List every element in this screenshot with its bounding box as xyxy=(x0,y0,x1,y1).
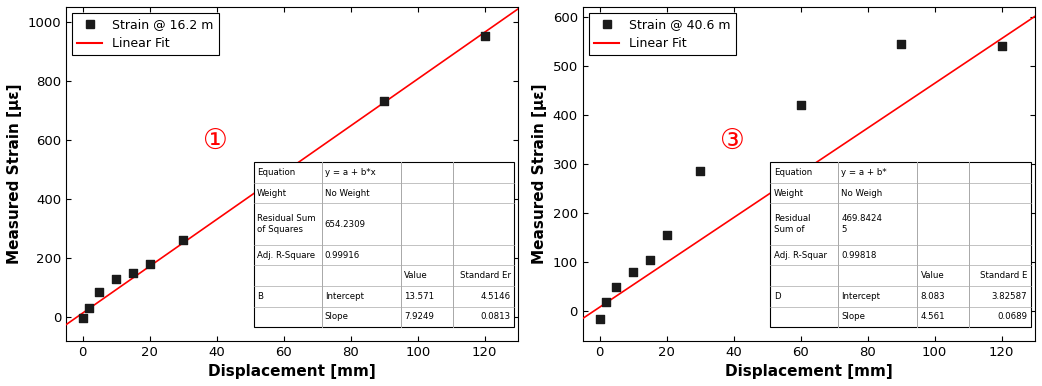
Point xyxy=(598,299,615,305)
Point xyxy=(893,41,910,47)
Text: Slope: Slope xyxy=(842,313,866,322)
Text: 654.2309: 654.2309 xyxy=(325,220,366,229)
Point xyxy=(175,237,192,243)
Text: 4.5146: 4.5146 xyxy=(480,292,511,301)
Point xyxy=(476,33,493,39)
Text: Residual Sum
of Squares: Residual Sum of Squares xyxy=(256,214,316,234)
Point xyxy=(642,257,659,263)
Text: 4.561: 4.561 xyxy=(921,313,945,322)
Legend: Strain @ 16.2 m, Linear Fit: Strain @ 16.2 m, Linear Fit xyxy=(72,13,219,56)
Text: 0.0813: 0.0813 xyxy=(480,313,511,322)
Text: ③: ③ xyxy=(720,127,744,154)
Text: y = a + b*x: y = a + b*x xyxy=(325,168,375,177)
Text: Intercept: Intercept xyxy=(325,292,364,301)
Point xyxy=(91,289,107,295)
Text: Value: Value xyxy=(404,271,427,280)
Legend: Strain @ 40.6 m, Linear Fit: Strain @ 40.6 m, Linear Fit xyxy=(589,13,736,56)
Text: 13.571: 13.571 xyxy=(404,292,433,301)
Text: 0.99818: 0.99818 xyxy=(842,251,877,259)
Point xyxy=(792,102,809,108)
Point xyxy=(275,174,292,180)
Text: Adj. R-Squar: Adj. R-Squar xyxy=(773,251,826,259)
Point xyxy=(125,270,142,276)
Point xyxy=(142,261,158,267)
Text: y = a + b*: y = a + b* xyxy=(842,168,887,177)
Text: Weight: Weight xyxy=(256,189,287,198)
Text: 0.99916: 0.99916 xyxy=(325,251,359,259)
Text: Equation: Equation xyxy=(256,168,295,177)
X-axis label: Displacement [mm]: Displacement [mm] xyxy=(208,364,376,379)
Text: Equation: Equation xyxy=(773,168,812,177)
Point xyxy=(607,284,624,290)
Point xyxy=(81,305,98,311)
Point xyxy=(659,232,675,238)
Text: No Weigh: No Weigh xyxy=(842,189,883,198)
Text: Slope: Slope xyxy=(325,313,349,322)
Text: Standard Er: Standard Er xyxy=(460,271,511,280)
Point xyxy=(108,276,125,282)
Y-axis label: Measured Strain [με]: Measured Strain [με] xyxy=(7,83,22,264)
Text: No Weight: No Weight xyxy=(325,189,369,198)
Text: Adj. R-Square: Adj. R-Square xyxy=(256,251,315,259)
Y-axis label: Measured Strain [με]: Measured Strain [με] xyxy=(532,83,547,264)
Text: B: B xyxy=(256,292,263,301)
Point xyxy=(376,98,393,105)
Point xyxy=(74,315,91,322)
Text: ①: ① xyxy=(203,127,227,154)
Point xyxy=(625,269,642,275)
Text: 0.0689: 0.0689 xyxy=(997,313,1027,322)
Text: Weight: Weight xyxy=(773,189,803,198)
Text: Intercept: Intercept xyxy=(842,292,880,301)
Bar xyxy=(253,162,514,327)
Text: 7.9249: 7.9249 xyxy=(404,313,433,322)
Bar xyxy=(770,162,1031,327)
Point xyxy=(993,43,1010,49)
Text: 3.82587: 3.82587 xyxy=(992,292,1027,301)
Text: Residual
Sum of: Residual Sum of xyxy=(773,214,810,234)
Text: D: D xyxy=(773,292,780,301)
Point xyxy=(692,168,709,174)
Text: 469.8424
5: 469.8424 5 xyxy=(842,214,883,234)
Point xyxy=(591,315,607,322)
Text: Value: Value xyxy=(921,271,944,280)
Text: 8.083: 8.083 xyxy=(921,292,945,301)
Text: Standard E: Standard E xyxy=(979,271,1027,280)
X-axis label: Displacement [mm]: Displacement [mm] xyxy=(725,364,893,379)
